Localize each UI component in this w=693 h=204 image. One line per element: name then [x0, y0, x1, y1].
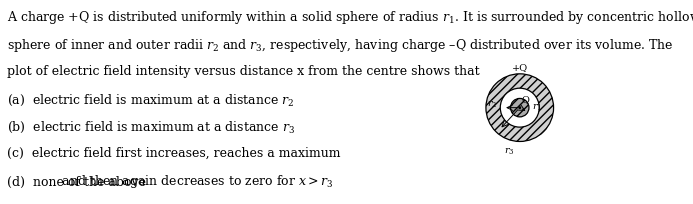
- Ellipse shape: [519, 107, 520, 109]
- Text: $r_2$: $r_2$: [486, 99, 497, 109]
- Text: (b)  electric field is maximum at a distance $r_3$: (b) electric field is maximum at a dista…: [7, 119, 295, 134]
- Text: A charge +Q is distributed uniformly within a solid sphere of radius $r_1$. It i: A charge +Q is distributed uniformly wit…: [7, 9, 693, 26]
- Text: $r_3$: $r_3$: [505, 146, 515, 156]
- Text: plot of electric field intensity versus distance x from the centre shows that: plot of electric field intensity versus …: [7, 64, 480, 77]
- Ellipse shape: [511, 99, 529, 117]
- Ellipse shape: [500, 89, 539, 128]
- Text: sphere of inner and outer radii $r_2$ and $r_3$, respectively, having charge –Q : sphere of inner and outer radii $r_2$ an…: [7, 37, 674, 54]
- Text: (c)  electric field first increases, reaches a maximum: (c) electric field first increases, reac…: [7, 146, 340, 159]
- Ellipse shape: [486, 74, 554, 142]
- Text: and then again decreases to zero for $x > r_3$: and then again decreases to zero for $x …: [38, 172, 333, 189]
- Text: (a)  electric field is maximum at a distance $r_2$: (a) electric field is maximum at a dista…: [7, 93, 295, 108]
- Text: Q: Q: [522, 95, 529, 103]
- Text: (d)  none of the above: (d) none of the above: [7, 175, 146, 188]
- Text: +Q: +Q: [511, 62, 528, 71]
- Text: $r_1$: $r_1$: [532, 102, 543, 112]
